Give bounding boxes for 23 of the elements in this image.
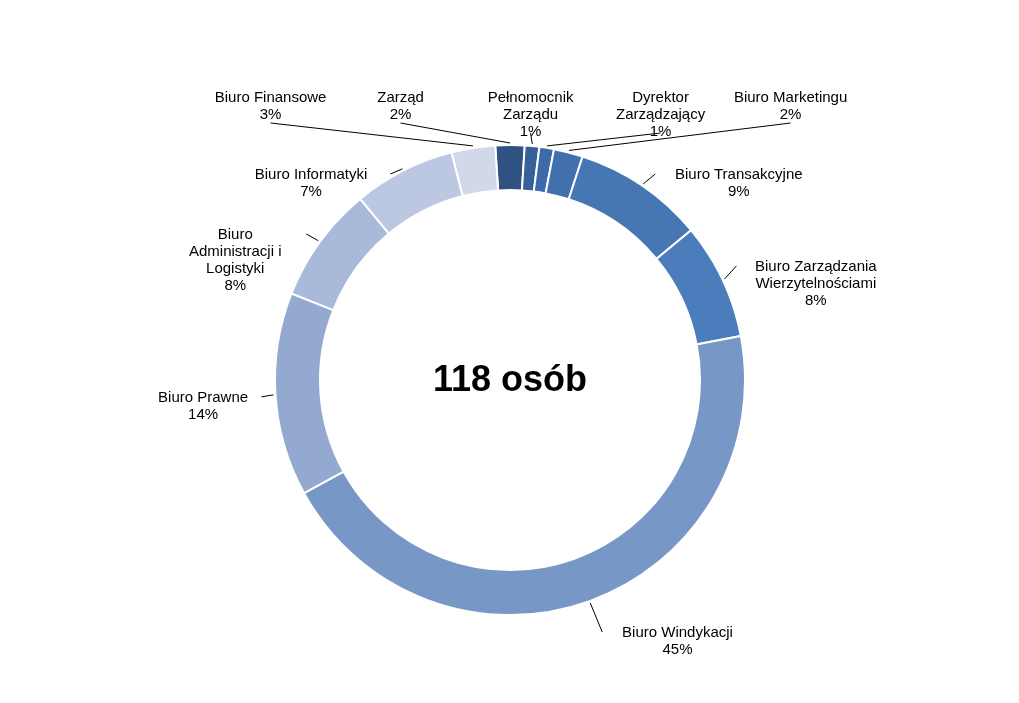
slice-label: Biuro Administracji i Logistyki [189,225,282,276]
data-label: 3% [259,105,282,122]
data-label: 2% [779,105,802,122]
slice-label: Dyrektor Zarządzający [615,88,706,122]
data-label: 45% [662,640,693,658]
data-label: 8% [224,276,247,293]
data-label: 7% [300,182,322,199]
slice-label: Biuro Informatyki [254,165,368,182]
slice-label: Biuro Zarządzania Wierzytelnościami [754,256,878,291]
data-label: 1% [519,122,542,139]
slice-label: Biuro Finansowe [214,88,327,105]
text: 118 osób [432,358,588,399]
data-label: 14% [188,404,219,422]
data-label: 8% [805,290,827,308]
slice-label: Biuro Marketingu [733,88,848,105]
slice-label: Biuro Prawne [158,387,249,405]
slice-label: Biuro Transakcyjne [675,165,803,182]
data-label: 9% [727,182,750,199]
slice-label: Pełnomocnik Zarządu [487,88,574,122]
data-label: 2% [389,105,412,122]
data-label: 1% [649,122,672,139]
slice-label: Zarząd [377,88,424,105]
slice-label: Biuro Windykacji [622,623,733,641]
